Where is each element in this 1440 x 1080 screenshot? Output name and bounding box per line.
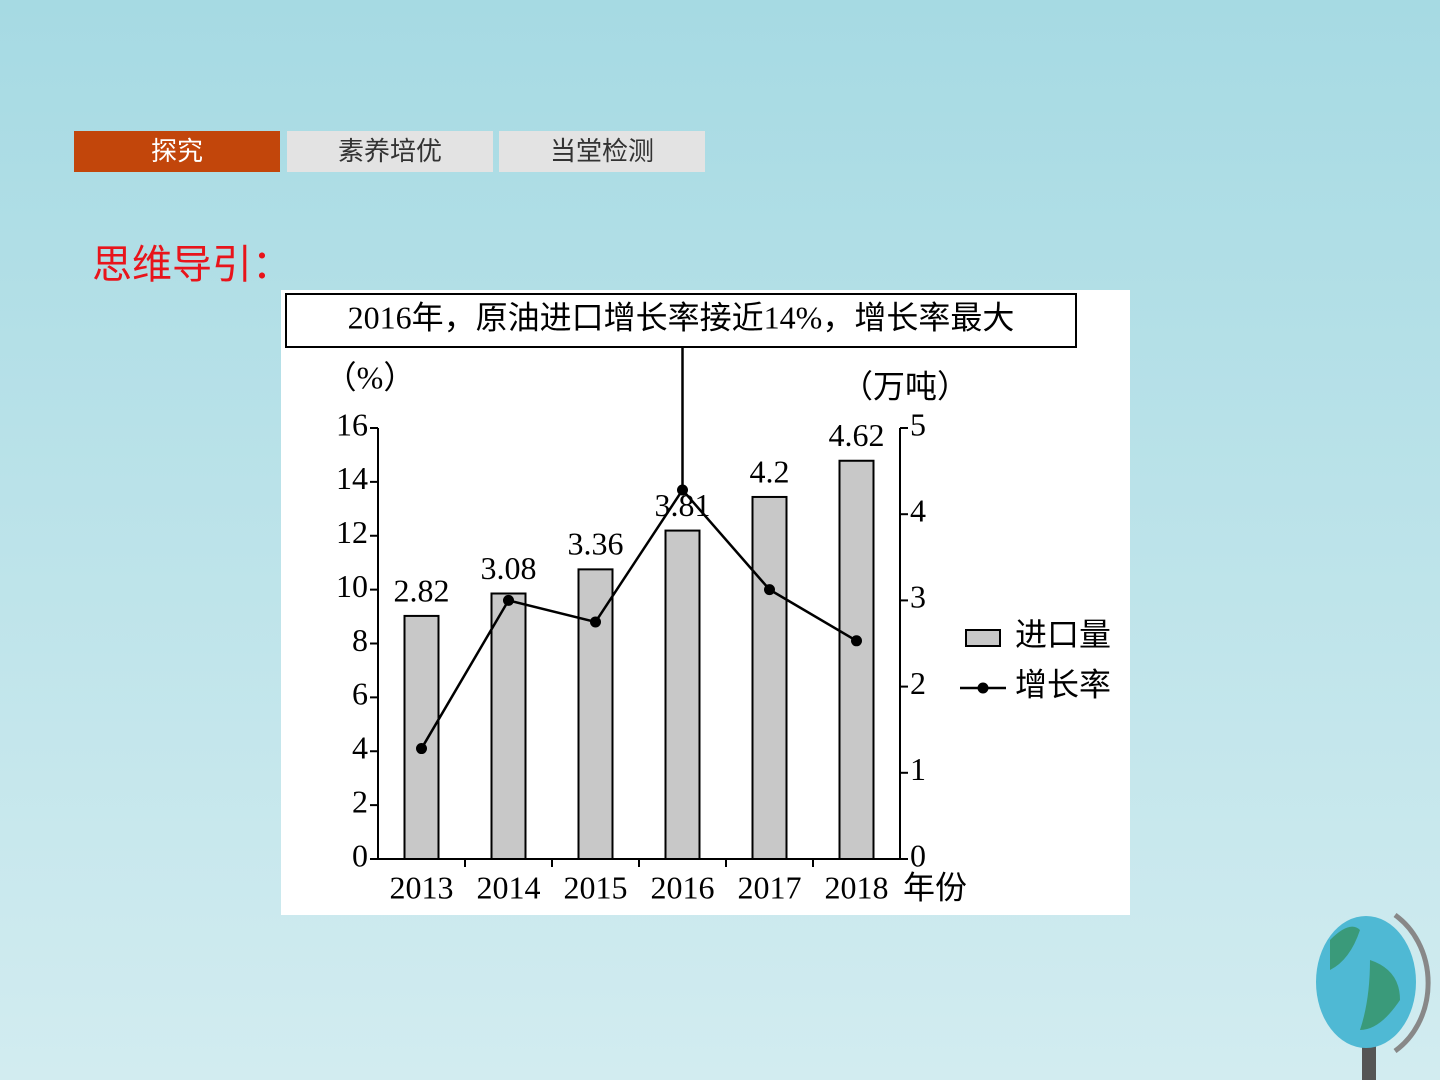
y-tick-label: 6 (352, 676, 368, 712)
globe-icon (1316, 912, 1431, 1080)
line-point (764, 584, 775, 596)
heading: 思维导引： (92, 242, 292, 288)
x-tick-label: 2016 (651, 869, 715, 905)
bar-value-label: 4.2 (750, 453, 790, 489)
y-tick-label: 10 (336, 568, 368, 604)
x-tick-label: 2015 (564, 869, 628, 905)
y2-tick-label: 3 (910, 579, 926, 615)
x-tick-label: 2018 (825, 869, 889, 905)
x-tick-label: 2017 (738, 869, 802, 905)
x-axis-label: 年份 (903, 869, 967, 905)
growth-line (420, 487, 858, 750)
bar (838, 459, 875, 860)
y-tick-label: 12 (336, 514, 368, 550)
line-point (416, 743, 427, 755)
annotation: 2016年，原油进口增长率接近14%，增长率最大 (348, 299, 1015, 335)
bar-value-label: 2.82 (394, 572, 450, 608)
legend-label: 进口量 (1015, 616, 1111, 652)
tab[interactable]: 探究 (74, 131, 280, 172)
y-tick-label: 16 (336, 406, 368, 442)
x-tick-label: 2013 (390, 869, 454, 905)
tab[interactable]: 当堂检测 (499, 131, 705, 172)
y2-tick-label: 4 (910, 493, 926, 529)
bar (403, 614, 440, 861)
y-axis-label: （%） (325, 359, 416, 395)
bar (490, 592, 527, 861)
bar (751, 495, 788, 860)
bar-value-label: 3.08 (481, 550, 537, 586)
y-tick-label: 0 (352, 837, 368, 873)
legend-swatch (977, 682, 989, 694)
y-tick-label: 4 (352, 730, 368, 766)
y2-tick-label: 1 (910, 751, 926, 787)
y2-tick-label: 2 (910, 665, 926, 701)
y-tick-label: 14 (336, 460, 368, 496)
bar-value-label: 4.62 (829, 417, 885, 453)
line-point (503, 594, 514, 606)
bar (577, 568, 614, 860)
y-tick-label: 2 (352, 783, 368, 819)
legend-swatch (965, 629, 1001, 647)
line-point (590, 616, 601, 628)
x-tick-label: 2014 (477, 869, 541, 905)
bar (664, 529, 701, 860)
bar-value-label: 3.36 (568, 526, 624, 562)
y-tick-label: 8 (352, 622, 368, 658)
line-point (851, 635, 862, 647)
tab[interactable]: 素养培优 (287, 131, 493, 172)
y2-axis-label: （万吨） (841, 368, 969, 404)
y2-tick-label: 5 (910, 406, 926, 442)
legend-label: 增长率 (1015, 666, 1111, 702)
annotation-box (285, 293, 1077, 348)
y2-tick-label: 0 (910, 837, 926, 873)
